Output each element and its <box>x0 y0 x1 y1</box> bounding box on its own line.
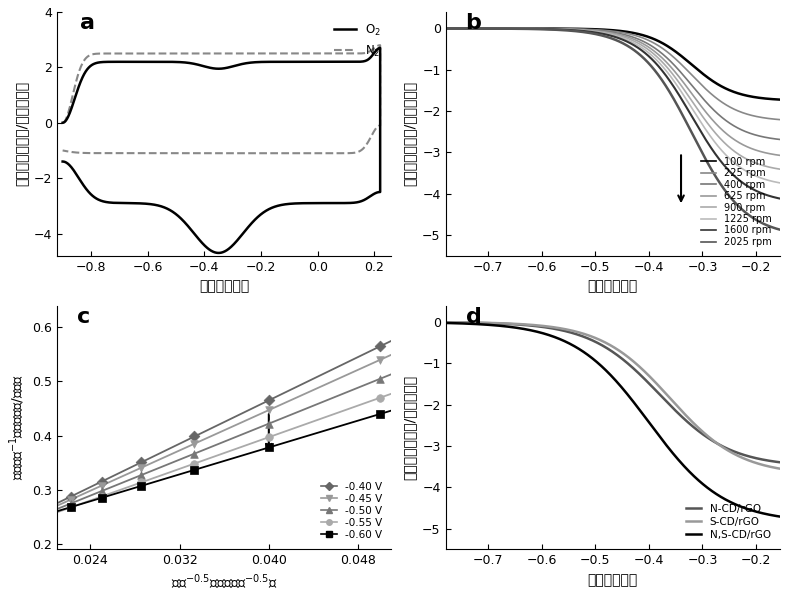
Y-axis label: 电流密度（毫安/平方厘米）: 电流密度（毫安/平方厘米） <box>403 81 416 186</box>
Line: N,S-CD/rGO: N,S-CD/rGO <box>445 323 780 516</box>
Point <box>135 477 148 487</box>
Legend: O$_2$, N$_2$: O$_2$, N$_2$ <box>330 18 386 63</box>
S-CD/rGO <box>775 465 785 472</box>
Legend: N-CD/rGO, S-CD/rGO, N,S-CD/rGO: N-CD/rGO, S-CD/rGO, N,S-CD/rGO <box>682 500 775 544</box>
S-CD/rGO <box>638 366 648 373</box>
N-CD/rGO <box>638 374 648 381</box>
S-CD/rGO <box>441 319 450 326</box>
N,S-CD/rGO <box>500 323 509 330</box>
S-CD/rGO <box>592 335 601 342</box>
Y-axis label: 电流密度（毫安/平方厘米）: 电流密度（毫安/平方厘米） <box>403 375 416 480</box>
Point <box>374 374 386 383</box>
Point <box>374 409 386 419</box>
Point <box>95 486 108 496</box>
Point <box>374 355 386 365</box>
Point <box>135 481 148 491</box>
N-CD/rGO <box>664 400 674 407</box>
Legend: -0.40 V, -0.45 V, -0.50 V, -0.55 V, -0.60 V: -0.40 V, -0.45 V, -0.50 V, -0.55 V, -0.6… <box>316 477 386 544</box>
N-CD/rGO <box>527 322 536 329</box>
Point <box>65 495 77 504</box>
X-axis label: 电压（伏特）: 电压（伏特） <box>199 279 249 293</box>
Point <box>135 470 148 480</box>
Point <box>65 503 77 512</box>
X-axis label: 转速$^{-0.5}$（转每分钟$^{-0.5}$）: 转速$^{-0.5}$（转每分钟$^{-0.5}$） <box>171 573 278 592</box>
N-CD/rGO <box>592 339 601 346</box>
N-CD/rGO <box>775 459 785 466</box>
Text: b: b <box>466 13 482 33</box>
N,S-CD/rGO <box>441 319 450 326</box>
Point <box>263 432 275 442</box>
Point <box>65 492 77 501</box>
Text: a: a <box>80 13 95 33</box>
S-CD/rGO <box>500 320 509 327</box>
Y-axis label: 电流密度$^{-1}$（平方厘米/毫安）: 电流密度$^{-1}$（平方厘米/毫安） <box>7 375 27 480</box>
N,S-CD/rGO <box>664 445 674 452</box>
S-CD/rGO <box>693 423 702 431</box>
Legend: 100 rpm, 225 rpm, 400 rpm, 625 rpm, 900 rpm, 1225 rpm, 1600 rpm, 2025 rpm: 100 rpm, 225 rpm, 400 rpm, 625 rpm, 900 … <box>697 153 775 251</box>
Point <box>188 465 201 474</box>
Point <box>95 481 108 491</box>
N,S-CD/rGO <box>693 476 702 483</box>
X-axis label: 电压（伏特）: 电压（伏特） <box>588 279 638 293</box>
Point <box>65 499 77 509</box>
Point <box>188 459 201 468</box>
N-CD/rGO <box>693 426 702 434</box>
Point <box>188 449 201 458</box>
N,S-CD/rGO <box>638 410 648 418</box>
X-axis label: 电压（伏特）: 电压（伏特） <box>588 573 638 587</box>
Point <box>95 477 108 486</box>
Point <box>263 443 275 452</box>
N,S-CD/rGO <box>592 358 601 365</box>
Point <box>188 432 201 441</box>
Point <box>263 395 275 405</box>
S-CD/rGO <box>527 321 536 328</box>
Point <box>95 493 108 503</box>
Point <box>188 439 201 449</box>
Point <box>65 503 77 512</box>
S-CD/rGO <box>664 394 674 401</box>
Point <box>263 406 275 415</box>
Line: N-CD/rGO: N-CD/rGO <box>445 322 780 462</box>
Point <box>95 492 108 501</box>
Point <box>263 419 275 428</box>
Point <box>135 463 148 473</box>
Text: c: c <box>77 307 91 326</box>
Point <box>374 341 386 351</box>
N,S-CD/rGO <box>775 513 785 520</box>
N-CD/rGO <box>441 319 450 326</box>
N,S-CD/rGO <box>527 327 536 334</box>
Y-axis label: 电流密度（毫安/平方厘米）: 电流密度（毫安/平方厘米） <box>14 81 28 186</box>
Point <box>374 393 386 403</box>
Point <box>135 458 148 467</box>
Text: d: d <box>466 307 482 326</box>
N-CD/rGO <box>500 320 509 327</box>
Line: S-CD/rGO: S-CD/rGO <box>445 322 780 468</box>
